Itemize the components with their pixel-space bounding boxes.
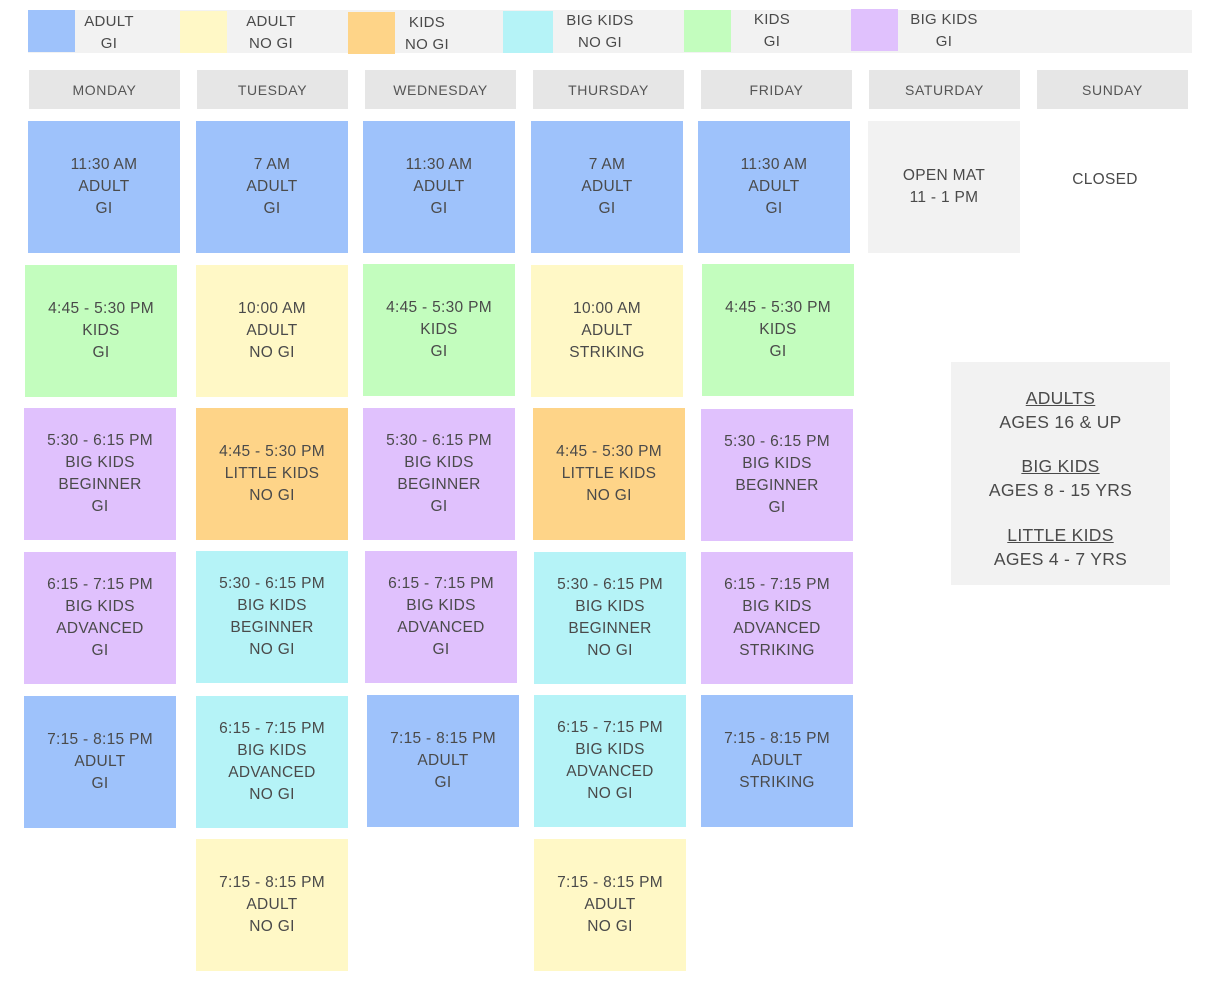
day-header-wednesday: WEDNESDAY xyxy=(365,70,516,109)
legend-label-bigkids-gi: BIG KIDS GI xyxy=(910,11,978,50)
class-block: 4:45 - 5:30 PM KIDS GI xyxy=(363,264,515,396)
class-block: 4:45 - 5:30 PM LITTLE KIDS NO GI xyxy=(196,408,348,540)
class-block: 4:45 - 5:30 PM KIDS GI xyxy=(25,265,177,397)
class-block: 5:30 - 6:15 PM BIG KIDS BEGINNER GI xyxy=(24,408,176,540)
class-block: 11:30 AM ADULT GI xyxy=(698,121,850,253)
class-block: 5:30 - 6:15 PM BIG KIDS BEGINNER GI xyxy=(363,408,515,540)
day-header-friday: FRIDAY xyxy=(701,70,852,109)
legend-swatch-bigkids-nogi xyxy=(503,11,553,53)
class-block: 11:30 AM ADULT GI xyxy=(363,121,515,253)
class-block: 5:30 - 6:15 PM BIG KIDS BEGINNER NO GI xyxy=(534,552,686,684)
day-header-monday: MONDAY xyxy=(29,70,180,109)
age-group-title: ADULTS xyxy=(1025,388,1096,408)
class-block: 7:15 - 8:15 PM ADULT NO GI xyxy=(196,839,348,971)
class-block: 7 AM ADULT GI xyxy=(531,121,683,253)
class-block: 10:00 AM ADULT STRIKING xyxy=(531,265,683,397)
class-block: 6:15 - 7:15 PM BIG KIDS ADVANCED STRIKIN… xyxy=(701,552,853,684)
day-header-tuesday: TUESDAY xyxy=(197,70,348,109)
class-block: 7:15 - 8:15 PM ADULT GI xyxy=(367,695,519,827)
class-block: 7:15 - 8:15 PM ADULT GI xyxy=(24,696,176,828)
age-group-adults: ADULTS AGES 16 & UP xyxy=(951,386,1170,434)
age-group-title: LITTLE KIDS xyxy=(1007,525,1114,545)
class-block: 5:30 - 6:15 PM BIG KIDS BEGINNER NO GI xyxy=(196,551,348,683)
age-group-range: AGES 8 - 15 YRS xyxy=(988,480,1133,500)
class-block-open-mat: OPEN MAT 11 - 1 PM xyxy=(868,121,1020,253)
class-block: 6:15 - 7:15 PM BIG KIDS ADVANCED GI xyxy=(24,552,176,684)
legend-label-kids-nogi: KIDS NO GI xyxy=(404,14,449,53)
age-group-title: BIG KIDS xyxy=(1021,456,1100,476)
class-block: 10:00 AM ADULT NO GI xyxy=(196,265,348,397)
class-block: 6:15 - 7:15 PM BIG KIDS ADVANCED NO GI xyxy=(534,695,686,827)
day-header-thursday: THURSDAY xyxy=(533,70,684,109)
legend-swatch-adult-gi xyxy=(28,10,75,52)
legend-label-bigkids-nogi: BIG KIDS NO GI xyxy=(566,12,634,51)
age-info-box: ADULTS AGES 16 & UP BIG KIDS AGES 8 - 15… xyxy=(951,362,1170,585)
legend-swatch-kids-gi xyxy=(684,10,731,52)
day-header-saturday: SATURDAY xyxy=(869,70,1020,109)
legend-label-adult-gi: ADULT GI xyxy=(84,13,134,52)
class-block: 4:45 - 5:30 PM KIDS GI xyxy=(702,264,854,396)
class-block: 6:15 - 7:15 PM BIG KIDS ADVANCED NO GI xyxy=(196,696,348,828)
class-block: 7 AM ADULT GI xyxy=(196,121,348,253)
class-block: 4:45 - 5:30 PM LITTLE KIDS NO GI xyxy=(533,408,685,540)
age-group-range: AGES 4 - 7 YRS xyxy=(993,549,1128,569)
class-block: 6:15 - 7:15 PM BIG KIDS ADVANCED GI xyxy=(365,551,517,683)
legend-swatch-adult-nogi xyxy=(180,11,227,53)
legend-label-adult-nogi: ADULT NO GI xyxy=(246,13,296,52)
class-block: 7:15 - 8:15 PM ADULT STRIKING xyxy=(701,695,853,827)
legend-swatch-kids-nogi xyxy=(348,12,395,54)
legend-swatch-bigkids-gi xyxy=(851,9,898,51)
age-group-range: AGES 16 & UP xyxy=(999,412,1122,432)
closed-label: CLOSED xyxy=(1072,171,1138,188)
class-block: 11:30 AM ADULT GI xyxy=(28,121,180,253)
class-block: 7:15 - 8:15 PM ADULT NO GI xyxy=(534,839,686,971)
class-block: 5:30 - 6:15 PM BIG KIDS BEGINNER GI xyxy=(701,409,853,541)
legend-label-kids-gi: KIDS GI xyxy=(753,11,791,50)
day-header-sunday: SUNDAY xyxy=(1037,70,1188,109)
age-group-big-kids: BIG KIDS AGES 8 - 15 YRS xyxy=(951,454,1170,502)
age-group-little-kids: LITTLE KIDS AGES 4 - 7 YRS xyxy=(951,523,1170,571)
